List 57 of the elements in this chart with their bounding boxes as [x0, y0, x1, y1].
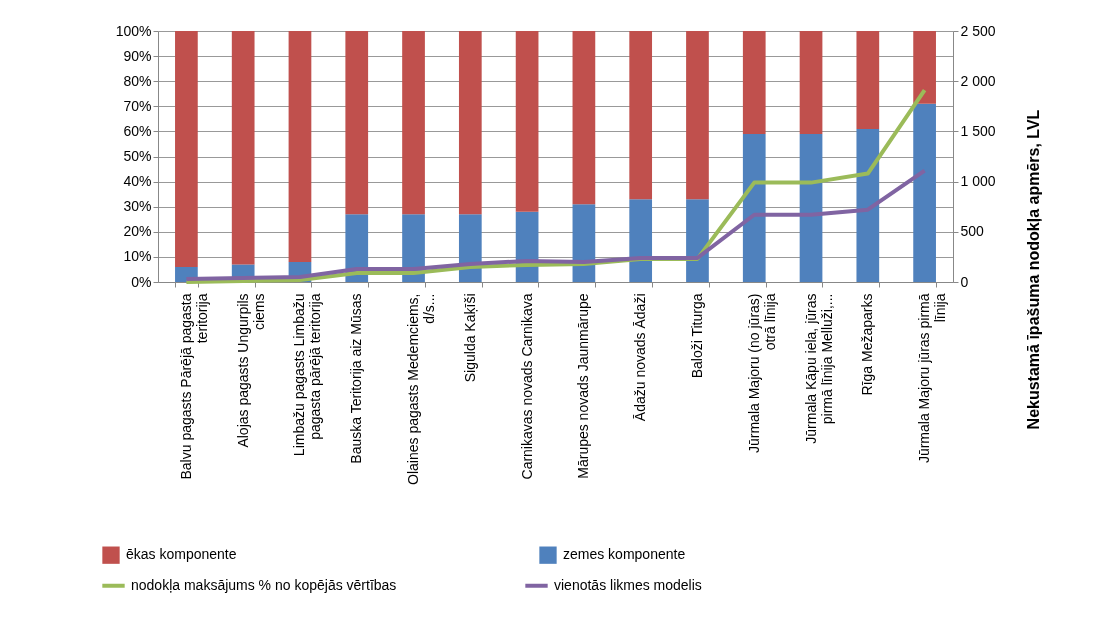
legend-label: zemes komponente — [563, 546, 686, 563]
bar — [799, 31, 823, 134]
bar — [629, 31, 653, 200]
x-tick-label: Baloži Titurga — [688, 293, 705, 379]
x-tick-label: Balvu pagasts Pārējā pagasta teritorija — [177, 293, 210, 480]
y-tick-label: 60% — [123, 122, 152, 139]
y-tick-label: 80% — [123, 72, 152, 89]
y2-tick-label: 0 — [960, 273, 969, 290]
y-tick-label: 40% — [123, 173, 152, 190]
x-tick-label: Carnikavas novads Carnikava — [518, 293, 535, 480]
y-tick-label: 50% — [123, 148, 152, 164]
y-tick-label: 20% — [123, 223, 152, 240]
y2-tick-label: 1 000 — [960, 173, 996, 190]
x-tick-label: Jūrmala Majoru (no jūras) otrā līnija — [745, 293, 778, 453]
bar — [402, 31, 425, 215]
x-tick-label: Alojas pagasts Ungurpils ciems — [234, 293, 267, 448]
bar — [288, 31, 312, 262]
x-tick-label: Jūrmala Majoru jūras pirmā līnija — [916, 293, 949, 464]
legend-label: nodokļa maksājums % no kopējās vērtības — [131, 576, 397, 593]
y-tick-label: 10% — [123, 248, 152, 265]
y-tick-label: 30% — [123, 198, 152, 215]
bar — [231, 31, 255, 265]
bar — [572, 31, 596, 205]
y2-axis-title: Nekustamā īpašuma nodokļa apmērs, LVL — [1024, 109, 1042, 430]
bar — [175, 31, 198, 267]
y2-tick-label: 2 500 — [960, 22, 996, 39]
y2-tick-label: 1 500 — [960, 122, 996, 139]
bar — [458, 31, 482, 215]
x-tick-label: Ādažu novads Ādaži — [632, 293, 649, 422]
bar — [572, 204, 596, 282]
bar — [686, 31, 709, 200]
bar — [515, 31, 539, 212]
bar — [913, 103, 936, 282]
bar — [913, 31, 936, 104]
x-tick-label: Sigulda Kaķīši — [461, 293, 478, 383]
y2-tick-label: 500 — [960, 223, 985, 240]
bar — [799, 133, 823, 282]
bar — [742, 133, 766, 282]
bar — [345, 31, 369, 215]
line-series — [184, 168, 927, 281]
bar — [856, 31, 880, 129]
x-tick-label: Mārupes novads Jaunmārupe — [575, 293, 592, 479]
legend-label: vienotās likmes modelis — [554, 576, 702, 593]
x-tick-label: Rīga Mežaparks — [859, 293, 876, 396]
bar — [686, 199, 709, 282]
x-tick-label: Olaines pagasts Medemciems, d/s... — [405, 293, 438, 485]
y-tick-label: 0% — [131, 273, 152, 290]
y-tick-label: 90% — [123, 47, 152, 64]
y-tick-label: 70% — [123, 97, 152, 114]
bar — [742, 31, 766, 134]
x-tick-label: Bauska Teritorija aiz Mūsas — [348, 293, 365, 464]
bar — [629, 199, 653, 282]
legend-label: ēkas komponente — [126, 546, 237, 563]
y-tick-label: 100% — [115, 22, 152, 39]
y2-tick-label: 2 000 — [960, 72, 996, 89]
x-tick-label: Jūrmala Kāpu iela, jūras pirmā līnija Melluži,... — [802, 293, 835, 444]
bar — [856, 128, 880, 282]
